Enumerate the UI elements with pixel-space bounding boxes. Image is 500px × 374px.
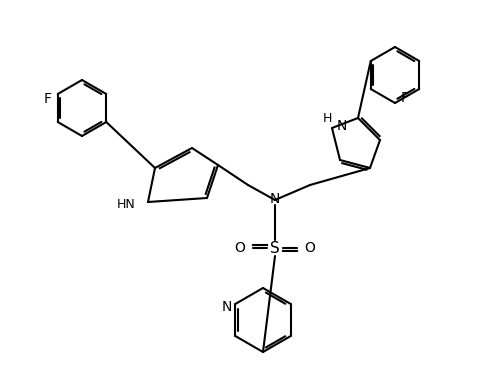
Text: H: H — [322, 111, 332, 125]
Text: N: N — [222, 300, 232, 314]
Text: F: F — [401, 91, 409, 105]
Text: S: S — [270, 240, 280, 255]
Text: N: N — [270, 192, 280, 206]
Text: N: N — [337, 119, 347, 133]
Text: O: O — [304, 241, 316, 255]
Text: O: O — [234, 241, 246, 255]
Text: HN: HN — [117, 197, 136, 211]
Text: F: F — [44, 92, 52, 106]
